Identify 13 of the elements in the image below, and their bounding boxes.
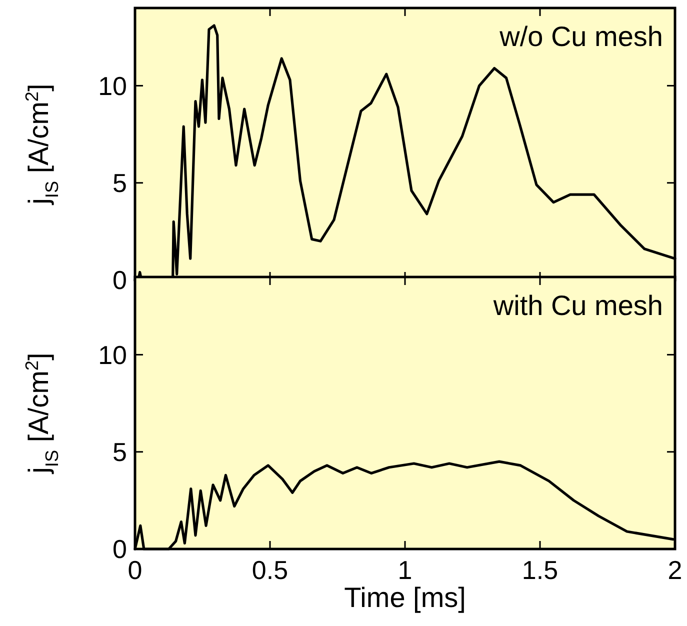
x-tick-label: 1.5 [522,555,558,585]
y-tick-label: 5 [112,436,127,467]
x-tick-label: 2 [668,555,682,585]
y-tick-label: 10 [98,340,127,370]
x-tick-label: 0.5 [252,555,288,585]
annotation: w/o Cu mesh [498,21,663,52]
annotation: with Cu mesh [492,290,663,321]
y-tick-label: 5 [112,168,127,198]
y-tick-label: 0 [112,265,127,296]
y-tick-label: 0 [112,534,127,564]
x-tick-label: 1 [398,555,412,585]
y-tick-label: 10 [98,70,127,101]
x-axis-title: Time [ms] [344,582,466,613]
